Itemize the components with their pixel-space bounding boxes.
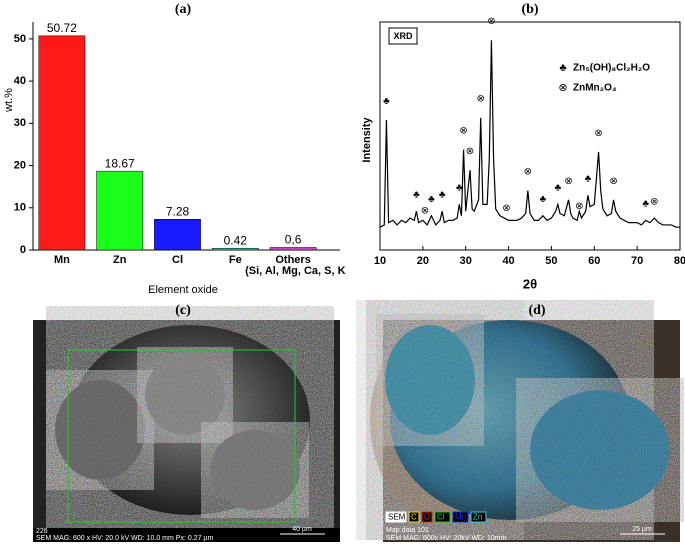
bar [154,219,201,251]
scale-label: 40 µm [292,526,312,533]
value-label: 7.28 [166,204,190,218]
category-note: (Si, Al, Mg, Ca, S, K, P, Ti) [245,265,377,277]
peak-marker: ⊗ [564,176,572,187]
legend-swatch [385,511,407,523]
y-axis-label: Intensity [361,117,373,163]
peak-marker: ♣ [439,189,446,200]
peak-marker: ⊗ [459,126,467,137]
bar [96,170,144,251]
legend-label: O [424,513,430,522]
x-tick-label: 60 [588,255,600,267]
x-tick-label: 80 [674,255,685,267]
x-tick-label: Fe [229,254,242,266]
x-tick-label: 10 [374,255,386,267]
y-tick-label: 0 [20,244,26,256]
value-label: 0,6 [285,233,302,247]
y-tick-label: 30 [14,117,26,129]
box-label: XRD [393,31,413,41]
plot-frame [379,21,681,251]
map-particle [530,390,670,510]
scale-label: 25 µm [632,526,652,533]
peak-marker: ⊗ [466,146,474,157]
peak-marker: ♣ [428,194,435,205]
legend-label: Mn [455,513,466,522]
legend-label: Zn₅(OH)₈Cl₂H₂O [573,63,650,74]
legend-label: C [411,513,417,522]
image-info: SEM MAG: 600 x HV: 20.0 kV WD: 10.0 mm P… [36,535,213,542]
xrd-line [379,40,680,228]
legend-symbol: ⊗ [558,82,567,94]
peak-marker: ⊗ [575,201,583,212]
sem-particle [145,355,225,435]
peak-marker: ⊗ [477,94,485,105]
x-tick-label: 40 [502,255,514,267]
peak-marker: ⊗ [609,176,617,187]
panel-title: (b) [521,2,538,17]
image-info: SEM MAG: 600x HV: 20kV WD: 10mm [386,535,506,542]
x-axis-label: Element oxide [148,284,218,296]
panel-title: (c) [175,303,191,318]
y-tick-label: 10 [14,202,26,214]
legend-label: ZnMn₂O₄ [573,83,617,94]
legend-swatch [408,511,420,523]
legend-symbol: ♣ [559,62,566,74]
x-tick-label: 30 [460,255,472,267]
x-tick-label: Cl [172,254,183,266]
legend-label: Zn [473,513,482,522]
value-label: 18.67 [105,156,135,170]
y-axis-label: wt.% [3,88,15,113]
peak-marker: ⊗ [502,203,510,214]
bar [38,35,86,251]
peak-marker: ♣ [540,194,547,205]
y-tick-label: 40 [14,75,26,87]
x-tick-label: 70 [631,255,643,267]
y-tick-label: 50 [14,33,26,45]
info-bar [33,528,340,542]
peak-marker: ♣ [413,189,420,200]
map-particle [385,325,475,435]
selection-box [67,349,296,523]
image-id: 226 [36,528,48,535]
value-label: 0.42 [224,233,248,247]
x-tick-label: Mn [54,254,70,266]
x-tick-label: Zn [113,254,127,266]
peak-marker: ♣ [456,183,463,194]
sem-particle [55,380,145,480]
x-tick-label: Others [275,254,310,266]
panel-title: (a) [175,2,192,17]
peak-marker: ⊗ [487,16,495,27]
legend-swatch [452,511,469,523]
bar [211,247,259,251]
legend-swatch [470,511,487,523]
x-tick-label: 20 [417,255,429,267]
sem-particle [210,430,300,510]
bar [269,247,317,251]
peak-marker: ♣ [383,96,390,107]
legend-label: Cl [437,513,445,522]
legend-swatch [421,511,433,523]
image-id: Map data 101 [386,527,429,534]
x-tick-label: 50 [545,255,557,267]
x-axis-label: 2θ [523,276,537,291]
panel-title: (d) [528,303,545,318]
value-label: 50.72 [47,21,77,35]
peak-marker: ♣ [585,174,592,185]
map-legend: SEM C O Cl Mn Zn [385,511,487,523]
sem-image: 226 SEM MAG: 600 x HV: 20.0 kV WD: 10.0 … [33,320,340,542]
peak-marker: ⊗ [650,196,658,207]
legend-label: SEM [388,513,406,522]
peak-marker: ⊗ [421,205,429,216]
peak-marker: ⊗ [594,128,602,139]
peak-marker: ♣ [642,199,649,210]
peak-marker: ♣ [555,183,562,194]
peak-marker: ⊗ [524,167,532,178]
box-label-frame [388,27,418,45]
map-image: Map data 101 SEM MAG: 600x HV: 20kV WD: … [370,320,680,542]
legend-swatch [434,511,451,523]
y-tick-label: 20 [14,159,26,171]
